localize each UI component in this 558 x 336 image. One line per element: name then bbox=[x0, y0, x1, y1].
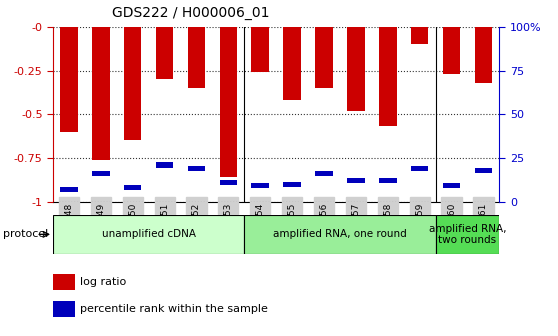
FancyBboxPatch shape bbox=[244, 215, 436, 254]
Text: percentile rank within the sample: percentile rank within the sample bbox=[80, 304, 268, 314]
Bar bbox=[443, 183, 460, 188]
Bar bbox=[92, 27, 109, 160]
Bar bbox=[315, 171, 333, 176]
Bar bbox=[347, 27, 365, 111]
Bar bbox=[315, 27, 333, 88]
Bar bbox=[347, 178, 365, 183]
Text: log ratio: log ratio bbox=[80, 277, 126, 287]
Bar bbox=[124, 27, 142, 140]
Bar bbox=[124, 185, 142, 190]
Text: amplified RNA,
two rounds: amplified RNA, two rounds bbox=[429, 223, 506, 245]
Bar bbox=[411, 166, 429, 171]
Bar bbox=[53, 274, 75, 290]
FancyBboxPatch shape bbox=[436, 215, 499, 254]
Bar bbox=[475, 168, 492, 173]
Bar bbox=[92, 171, 109, 176]
Text: GDS222 / H000006_01: GDS222 / H000006_01 bbox=[112, 6, 269, 20]
Bar bbox=[156, 162, 174, 168]
Bar bbox=[283, 27, 301, 100]
Bar bbox=[220, 27, 237, 177]
Bar bbox=[379, 178, 397, 183]
Text: amplified RNA, one round: amplified RNA, one round bbox=[273, 229, 407, 239]
Bar bbox=[411, 27, 429, 44]
Text: protocol: protocol bbox=[3, 229, 48, 239]
Bar bbox=[60, 187, 78, 192]
Bar bbox=[220, 180, 237, 185]
Bar bbox=[379, 27, 397, 126]
Bar bbox=[53, 301, 75, 317]
Bar bbox=[60, 27, 78, 132]
Bar bbox=[187, 27, 205, 88]
FancyBboxPatch shape bbox=[53, 215, 244, 254]
Bar bbox=[443, 27, 460, 74]
Text: unamplified cDNA: unamplified cDNA bbox=[102, 229, 196, 239]
Bar bbox=[187, 166, 205, 171]
Bar bbox=[283, 181, 301, 187]
Bar bbox=[252, 183, 269, 188]
Bar bbox=[252, 27, 269, 72]
Bar bbox=[156, 27, 174, 79]
Bar bbox=[475, 27, 492, 83]
